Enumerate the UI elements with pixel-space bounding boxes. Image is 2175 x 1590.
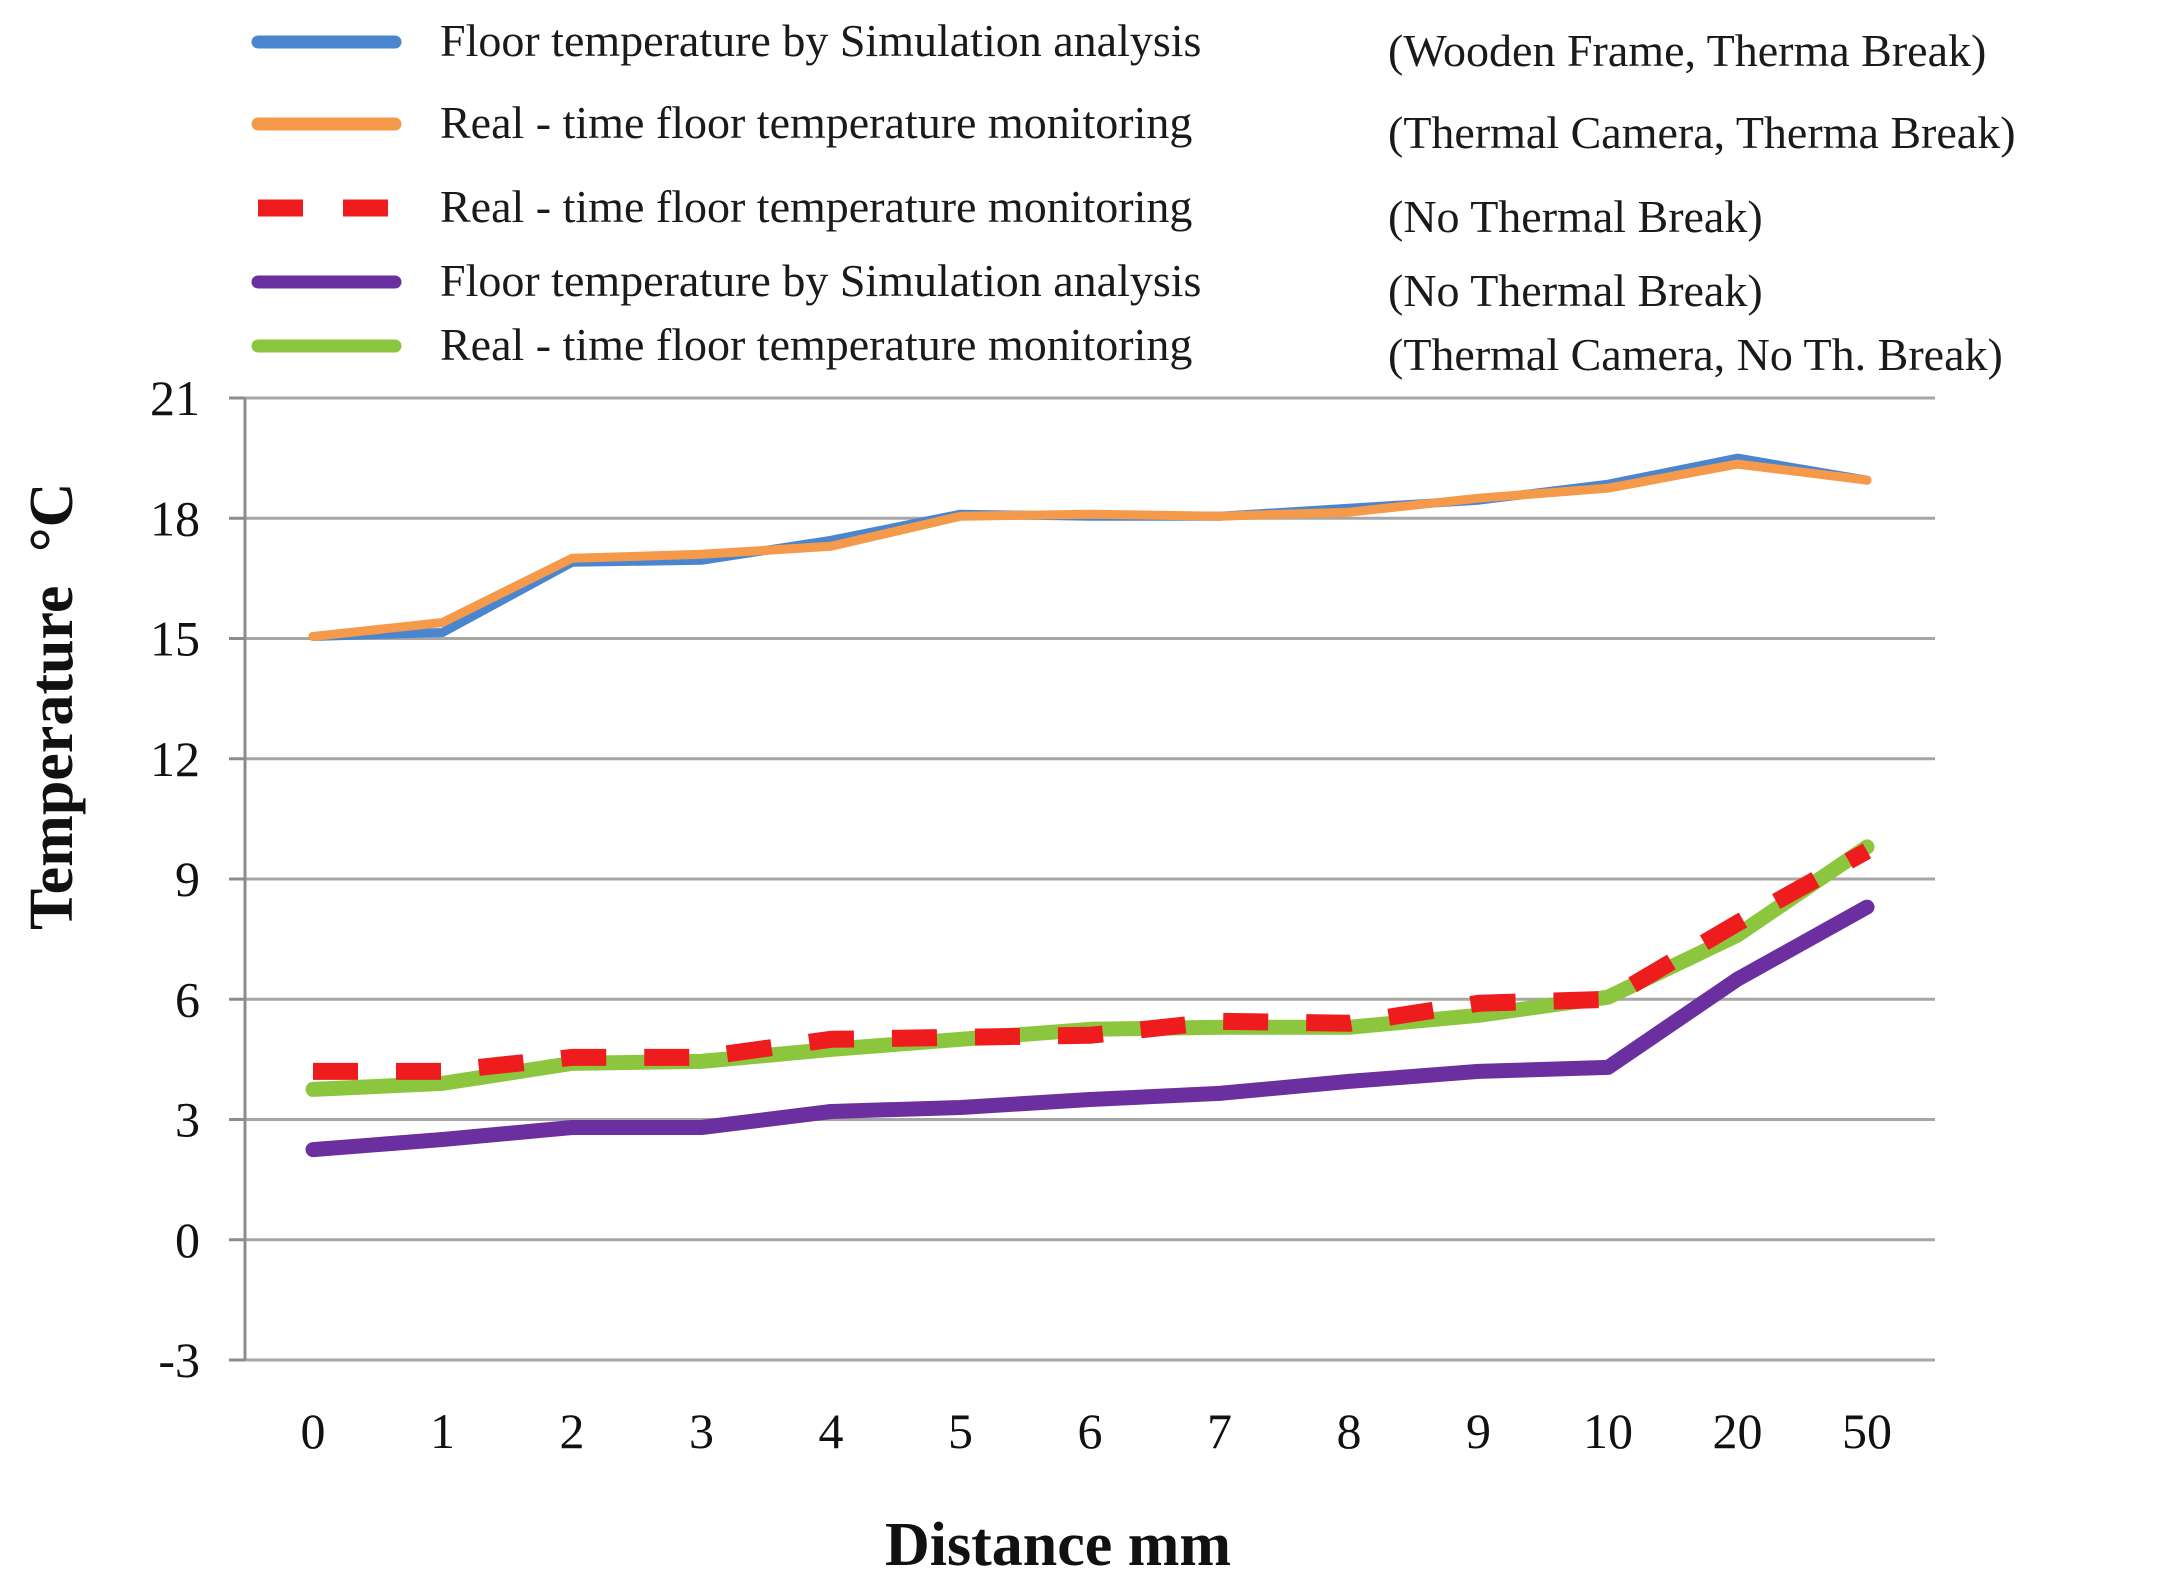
y-axis-title: Temperature °C <box>18 483 86 930</box>
y-axis-unit: °C <box>18 483 86 553</box>
legend-note-3: (No Thermal Break) <box>1388 191 1763 242</box>
legend-label-5: Real - time floor temperature monitoring <box>440 319 1192 370</box>
y-tick-label: 9 <box>175 851 200 907</box>
y-tick-label: 6 <box>175 971 200 1027</box>
x-tick-labels: 0 1 2 3 4 5 6 7 8 9 10 20 50 <box>301 1403 1893 1459</box>
y-tick-labels: 21 18 15 12 9 6 3 0 -3 <box>150 370 200 1388</box>
legend-label-3: Real - time floor temperature monitoring <box>440 181 1192 232</box>
y-tick-label: 15 <box>150 611 200 667</box>
series-line-3 <box>313 843 1872 1080</box>
legend-note-1: (Wooden Frame, Therma Break) <box>1388 25 1986 76</box>
y-tick-label: 18 <box>150 490 200 546</box>
x-tick-label: 2 <box>560 1403 585 1459</box>
legend: Floor temperature by Simulation analysis… <box>251 15 2016 380</box>
x-tick-label: 3 <box>689 1403 714 1459</box>
x-tick-label: 8 <box>1337 1403 1362 1459</box>
x-tick-label: 5 <box>948 1403 973 1459</box>
x-tick-label: 10 <box>1583 1403 1633 1459</box>
legend-note-4: (No Thermal Break) <box>1388 265 1763 316</box>
legend-label-1: Floor temperature by Simulation analysis <box>440 15 1201 66</box>
x-axis-title: Distance mm <box>885 1511 1231 1579</box>
y-tick-label: 12 <box>150 731 200 787</box>
x-tick-label: 1 <box>430 1403 455 1459</box>
legend-label-2: Real - time floor temperature monitoring <box>440 97 1192 148</box>
y-tick-label: 3 <box>175 1092 200 1148</box>
series-line-4 <box>305 899 1875 1158</box>
legend-label-4: Floor temperature by Simulation analysis <box>440 255 1201 306</box>
y-tick-label: 21 <box>150 370 200 426</box>
y-tick-label: 0 <box>175 1212 200 1268</box>
x-tick-label: 0 <box>301 1403 326 1459</box>
x-tick-label: 50 <box>1842 1403 1892 1459</box>
series-line-2 <box>308 459 1872 641</box>
x-tick-label: 6 <box>1078 1403 1103 1459</box>
series-lines <box>305 453 1875 1158</box>
x-tick-label: 9 <box>1466 1403 1491 1459</box>
y-tick-label: -3 <box>158 1332 200 1388</box>
x-tick-label: 7 <box>1207 1403 1232 1459</box>
y-axis-title-group: Temperature °C <box>18 483 86 930</box>
legend-note-2: (Thermal Camera, Therma Break) <box>1388 107 2016 158</box>
x-tick-label: 20 <box>1713 1403 1763 1459</box>
legend-note-5: (Thermal Camera, No Th. Break) <box>1388 329 2003 380</box>
y-axis-title-text: Temperature <box>18 586 86 930</box>
grid-lines <box>229 396 1935 1362</box>
x-tick-label: 4 <box>819 1403 844 1459</box>
